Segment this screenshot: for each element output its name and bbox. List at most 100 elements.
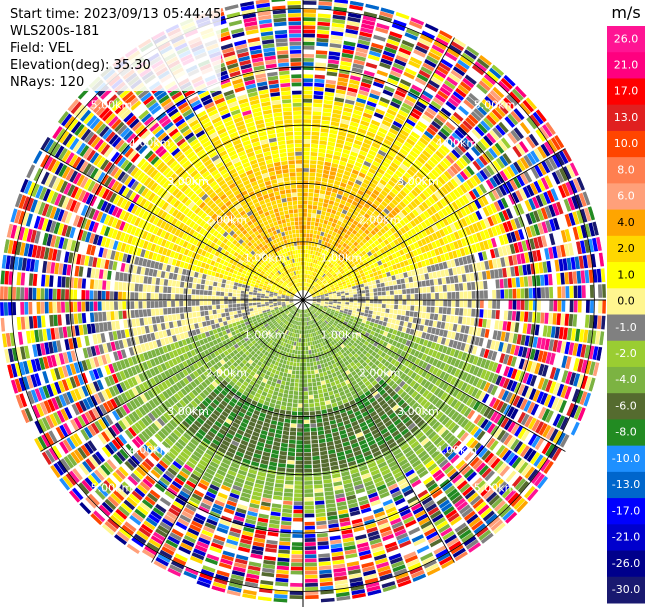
- radar-gate: [317, 287, 322, 291]
- radar-gate: [405, 283, 410, 289]
- radar-gate: [431, 44, 445, 54]
- radar-gate: [368, 168, 377, 175]
- radar-gate: [498, 121, 509, 134]
- radar-gate: [336, 290, 341, 293]
- radar-gate: [395, 251, 401, 258]
- radar-gate: [489, 89, 502, 102]
- radar-gate: [414, 77, 427, 86]
- radar-gate: [367, 54, 380, 62]
- radar-gate: [326, 187, 333, 192]
- radar-gate: [451, 201, 459, 211]
- radar-gate: [326, 71, 338, 77]
- radar-gate: [322, 245, 327, 250]
- radar-gate: [329, 43, 342, 49]
- radar-gate: [335, 277, 340, 281]
- radar-gate: [335, 197, 341, 203]
- radar-gate: [395, 214, 402, 222]
- radar-gate: [428, 196, 436, 205]
- radar-gate: [450, 41, 465, 52]
- radar-gate: [397, 284, 402, 290]
- radar-gate: [341, 295, 346, 298]
- radar-gate: [312, 287, 316, 291]
- radar-gate: [408, 251, 415, 258]
- radar-gate: [321, 249, 325, 254]
- radar-gate: [330, 192, 337, 198]
- radar-gate: [308, 245, 312, 250]
- radar-gate: [310, 152, 318, 157]
- radar-gate: [445, 154, 455, 164]
- radar-gate: [393, 224, 400, 232]
- radar-gate: [338, 73, 350, 79]
- radar-gate: [406, 245, 412, 253]
- radar-gate: [303, 119, 312, 123]
- radar-gate: [306, 233, 310, 238]
- radar-gate: [401, 209, 408, 216]
- radar-gate: [477, 123, 488, 134]
- radar-gate: [387, 131, 397, 139]
- radar-gate: [356, 238, 362, 244]
- radar-gate: [337, 135, 346, 141]
- radar-gate: [337, 229, 342, 235]
- radar-gate: [355, 179, 362, 186]
- radar-gate: [453, 275, 459, 283]
- radar-gate: [312, 297, 317, 299]
- radar-gate: [468, 264, 474, 273]
- radar-gate: [356, 203, 363, 210]
- radar-gate: [334, 262, 339, 267]
- radar-gate: [315, 62, 327, 67]
- radar-gate: [348, 260, 354, 266]
- radar-gate: [362, 15, 377, 22]
- radar-gate: [450, 284, 455, 292]
- radar-gate: [543, 191, 552, 204]
- radar-gate: [386, 236, 393, 243]
- radar-gate: [320, 231, 325, 237]
- radar-gate: [379, 248, 386, 254]
- radar-gate: [308, 262, 311, 267]
- radar-gate: [474, 199, 482, 209]
- radar-gate: [446, 284, 451, 292]
- radar-gate: [379, 96, 390, 104]
- radar-gate: [351, 273, 357, 278]
- radar-gate: [388, 34, 401, 43]
- radar-gate: [352, 265, 357, 271]
- radar-gate: [392, 120, 403, 129]
- radar-gate: [346, 230, 352, 236]
- radar-gate: [572, 226, 580, 240]
- radar-gate: [303, 78, 313, 83]
- radar-gate: [328, 137, 336, 143]
- radar-gate: [390, 176, 398, 184]
- radar-gate: [498, 223, 506, 234]
- radar-gate: [303, 17, 316, 22]
- radar-gate: [316, 296, 321, 298]
- radar-gate: [380, 282, 385, 287]
- radar-gate: [567, 197, 576, 211]
- radar-gate: [337, 298, 341, 300]
- radar-gate: [308, 184, 315, 189]
- radar-gate: [462, 282, 468, 291]
- radar-gate: [325, 153, 333, 159]
- radar-gate: [401, 266, 407, 273]
- radar-gate: [434, 285, 439, 293]
- radar-gate: [381, 287, 386, 292]
- radar-gate: [308, 270, 311, 275]
- radar-gate: [345, 201, 352, 208]
- radar-gate: [360, 226, 367, 232]
- radar-gate: [353, 247, 359, 252]
- radar-gate: [328, 239, 333, 244]
- radar-gate: [361, 196, 368, 203]
- radar-gate: [367, 127, 377, 134]
- radar-gate: [426, 286, 431, 293]
- radar-gate: [397, 132, 407, 141]
- radar-gate: [375, 26, 389, 34]
- radar-gate: [357, 258, 362, 264]
- radar-gate: [370, 213, 377, 220]
- radar-gate: [304, 286, 306, 291]
- radar-gate: [394, 58, 407, 67]
- radar-gate: [489, 177, 498, 188]
- radar-gate: [401, 283, 406, 289]
- radar-gate: [316, 38, 329, 43]
- radar-gate: [317, 286, 321, 290]
- radar-gate: [305, 274, 307, 279]
- radar-gate: [357, 296, 362, 300]
- radar-gate: [400, 227, 407, 234]
